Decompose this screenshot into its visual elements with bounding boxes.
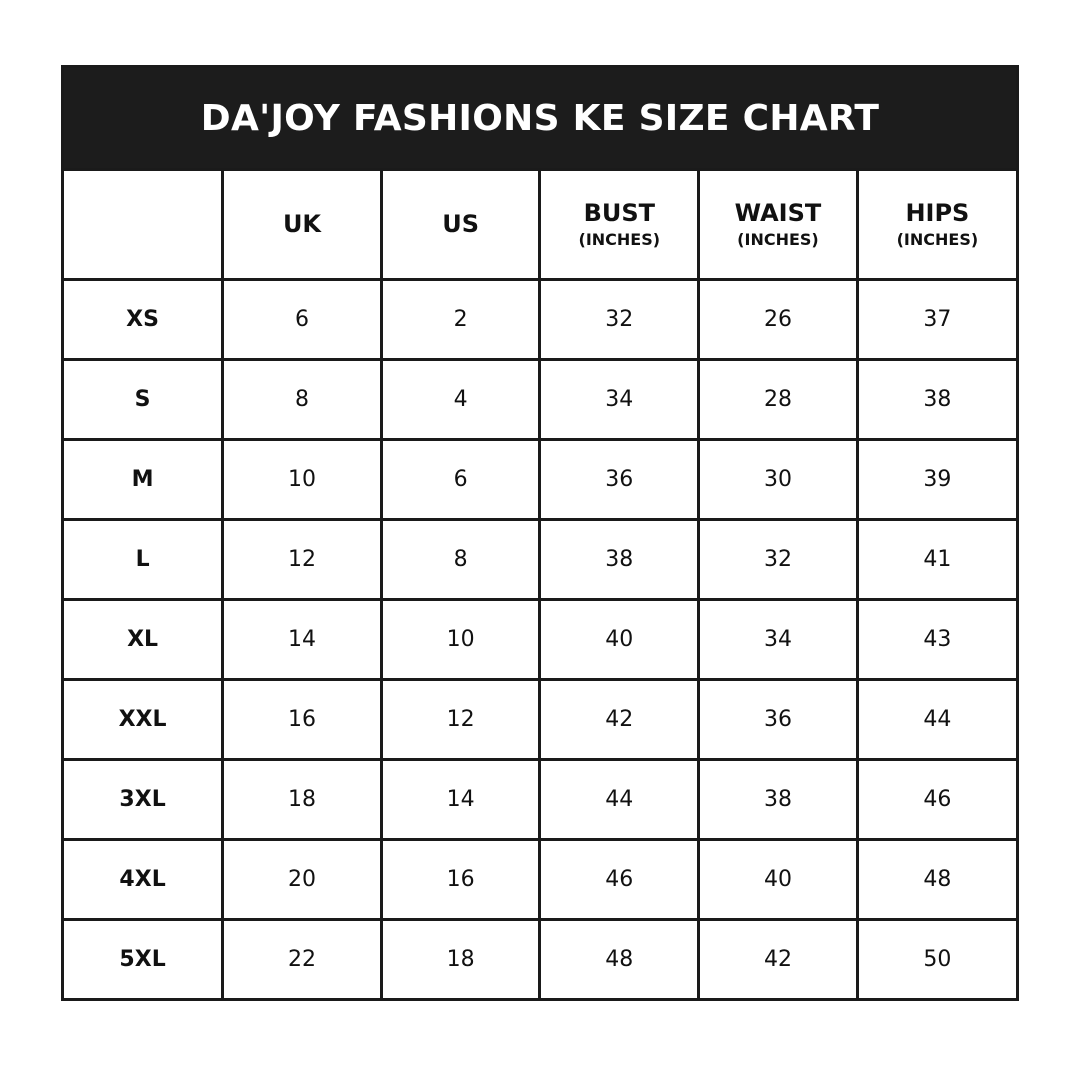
table-cell: 43 (855, 598, 1016, 681)
size-label: 5XL (64, 918, 225, 998)
table-cell: 4 (379, 358, 542, 441)
column-label: BUST (583, 198, 656, 227)
table-cell: 46 (538, 838, 701, 921)
table-cell: 40 (697, 838, 859, 921)
table-cell: 28 (697, 358, 859, 441)
table-row: 5XL 22 18 48 42 50 (64, 918, 1016, 998)
table-cell: 42 (538, 678, 701, 761)
table-cell: 34 (697, 598, 859, 681)
table-row: L 12 8 38 32 41 (64, 518, 1016, 601)
size-label: XL (64, 598, 225, 681)
table-cell: 14 (221, 598, 383, 681)
table-cell: 10 (221, 438, 383, 521)
table-cell: 32 (697, 518, 859, 601)
column-label: WAIST (734, 198, 822, 227)
table-cell: 44 (538, 758, 701, 841)
table-cell: 22 (221, 918, 383, 998)
table-cell: 36 (538, 438, 701, 521)
column-header: UK (221, 171, 383, 281)
table-row: 3XL 18 14 44 38 46 (64, 758, 1016, 841)
size-label: XS (64, 278, 225, 361)
column-label: HIPS (905, 198, 970, 227)
table-cell: 20 (221, 838, 383, 921)
table-row: M 10 6 36 30 39 (64, 438, 1016, 521)
table-cell: 50 (855, 918, 1016, 998)
size-table: UK US BUST (INCHES) WAIST (INCHES) HIPS (INCHES… (64, 171, 1016, 998)
table-cell: 40 (538, 598, 701, 681)
size-label: L (64, 518, 225, 601)
table-cell: 48 (855, 838, 1016, 921)
table-cell: 16 (221, 678, 383, 761)
size-label: M (64, 438, 225, 521)
column-header: US (379, 171, 542, 281)
column-header: HIPS (INCHES) (855, 171, 1016, 281)
table-cell: 14 (379, 758, 542, 841)
column-header: WAIST (INCHES) (697, 171, 859, 281)
table-cell: 48 (538, 918, 701, 998)
table-cell: 26 (697, 278, 859, 361)
table-row: 4XL 20 16 46 40 48 (64, 838, 1016, 921)
table-cell: 12 (221, 518, 383, 601)
table-cell: 38 (855, 358, 1016, 441)
table-cell: 34 (538, 358, 701, 441)
size-label: XXL (64, 678, 225, 761)
table-cell: 42 (697, 918, 859, 998)
size-label: 4XL (64, 838, 225, 921)
column-label: US (442, 209, 480, 238)
size-label: S (64, 358, 225, 441)
table-cell: 16 (379, 838, 542, 921)
column-header (64, 171, 225, 281)
table-cell: 8 (221, 358, 383, 441)
table-row: S 8 4 34 28 38 (64, 358, 1016, 441)
table-cell: 46 (855, 758, 1016, 841)
table-cell: 39 (855, 438, 1016, 521)
table-cell: 18 (221, 758, 383, 841)
table-cell: 2 (379, 278, 542, 361)
table-cell: 10 (379, 598, 542, 681)
table-cell: 44 (855, 678, 1016, 761)
table-cell: 32 (538, 278, 701, 361)
table-cell: 6 (221, 278, 383, 361)
header-row: UK US BUST (INCHES) WAIST (INCHES) HIPS (INCHES… (64, 171, 1016, 281)
size-label: 3XL (64, 758, 225, 841)
column-unit: (INCHES) (737, 230, 819, 250)
column-unit: (INCHES) (896, 230, 979, 250)
column-unit: (INCHES) (578, 230, 661, 250)
table-cell: 38 (697, 758, 859, 841)
table-cell: 8 (379, 518, 542, 601)
table-row: XL 14 10 40 34 43 (64, 598, 1016, 681)
table-cell: 18 (379, 918, 542, 998)
column-label: UK (282, 209, 322, 238)
table-row: XXL 16 12 42 36 44 (64, 678, 1016, 761)
table-cell: 38 (538, 518, 701, 601)
chart-title: DA'JOY FASHIONS KE SIZE CHART (64, 68, 1016, 171)
size-chart: DA'JOY FASHIONS KE SIZE CHART UK US BUST (I… (61, 65, 1019, 1001)
table-cell: 12 (379, 678, 542, 761)
table-cell: 37 (855, 278, 1016, 361)
table-cell: 41 (855, 518, 1016, 601)
table-row: XS 6 2 32 26 37 (64, 278, 1016, 361)
table-cell: 6 (379, 438, 542, 521)
table-cell: 36 (697, 678, 859, 761)
table-cell: 30 (697, 438, 859, 521)
column-header: BUST (INCHES) (538, 171, 701, 281)
